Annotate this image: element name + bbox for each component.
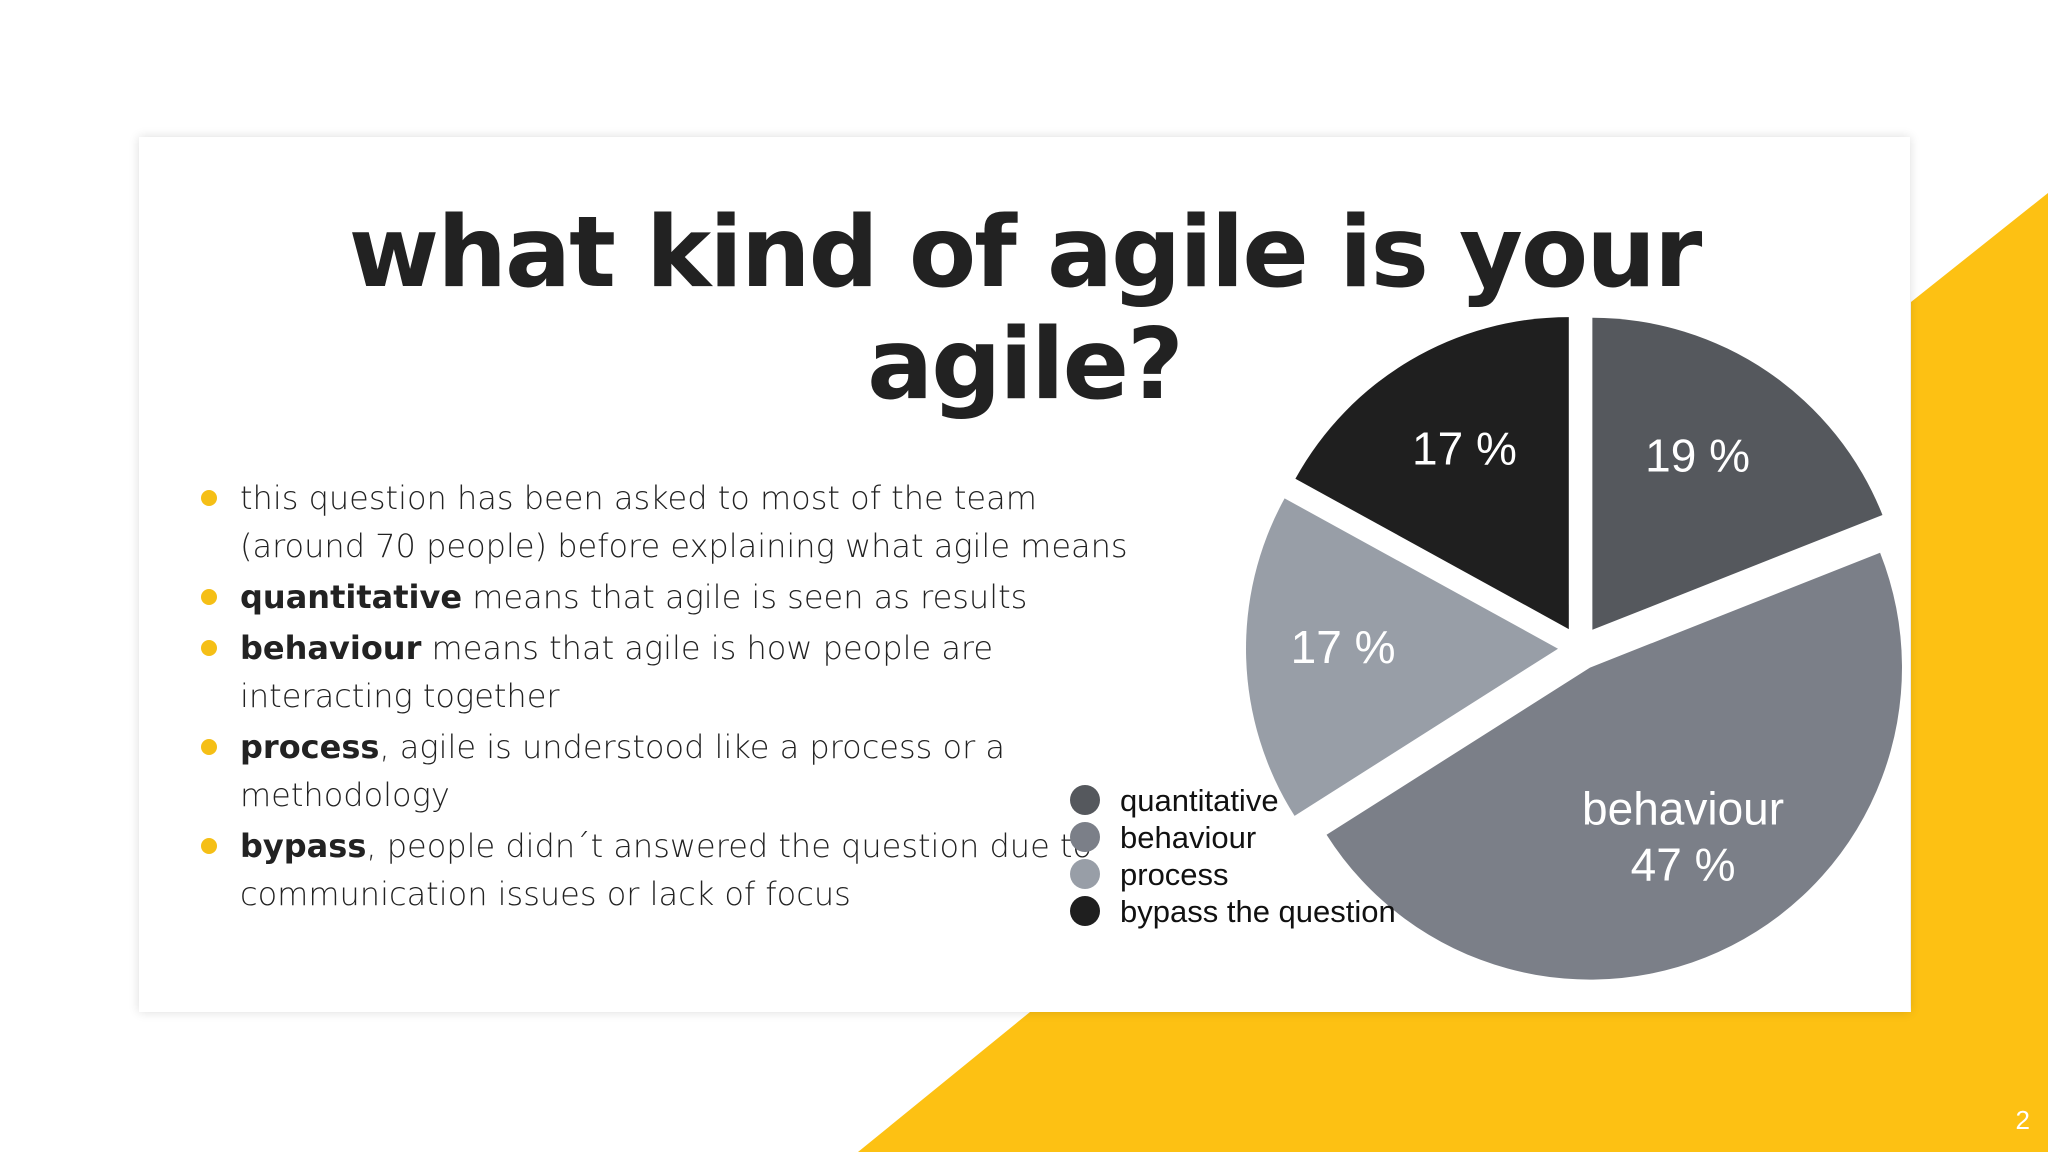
pie-slice-behaviour (1326, 552, 1902, 980)
legend-swatch (1070, 896, 1100, 926)
legend-label: bypass the question (1120, 894, 1396, 929)
legend-label: behaviour (1120, 820, 1256, 855)
yellow-accent-upper (858, 193, 2048, 1152)
legend-swatch (1070, 859, 1100, 889)
bullet-item: quantitative means that agile is seen as… (199, 573, 1159, 621)
title-line-1: what kind of agile is your (348, 196, 1703, 310)
slice-label: 17 % (1412, 423, 1517, 475)
bullet-list: this question has been asked to most of … (199, 474, 1159, 921)
legend-label: quantitative (1120, 783, 1279, 818)
page-number: 2 (2015, 1105, 2030, 1135)
pie-slice-bypass-the-question (1295, 317, 1569, 630)
pie-slice-quantitative (1592, 317, 1883, 630)
bullet-item: behaviour means that agile is how people… (199, 624, 1159, 720)
slice-label: behaviour 47 % (1582, 782, 1784, 890)
pie-slice-process (1246, 498, 1559, 816)
legend-swatch (1070, 822, 1100, 852)
bullet-dot-icon (201, 589, 217, 605)
bullet-item: this question has been asked to most of … (199, 474, 1159, 570)
slice-label: 19 % (1645, 429, 1750, 481)
slice-label: 17 % (1291, 621, 1396, 673)
slide-title: what kind of agile is your agile? (139, 197, 1910, 421)
legend-label: process (1120, 857, 1229, 892)
bullet-item: process, agile is understood like a proc… (199, 723, 1159, 819)
bullet-dot-icon (201, 739, 217, 755)
bullet-item: bypass, people didn´t answered the quest… (199, 822, 1159, 918)
bullet-dot-icon (201, 640, 217, 656)
bullet-dot-icon (201, 838, 217, 854)
legend-swatch (1070, 785, 1100, 815)
title-line-2: agile? (867, 308, 1184, 422)
bullet-dot-icon (201, 490, 217, 506)
